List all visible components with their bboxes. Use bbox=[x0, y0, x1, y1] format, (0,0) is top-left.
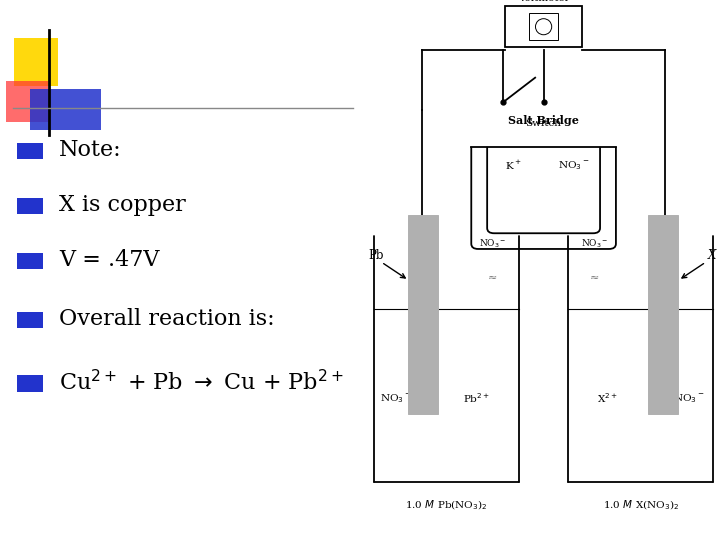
Text: Pb$^{2+}$: Pb$^{2+}$ bbox=[463, 392, 490, 405]
Bar bbox=[6, 81, 48, 122]
Bar bbox=[408, 215, 438, 414]
Text: Switch: Switch bbox=[526, 119, 562, 128]
Text: NO$_3$$^-$: NO$_3$$^-$ bbox=[581, 238, 608, 250]
Bar bbox=[505, 6, 582, 48]
Text: V = .47V: V = .47V bbox=[59, 249, 160, 271]
Text: Cu$^{2+}$ + Pb $\rightarrow$ Cu + Pb$^{2+}$: Cu$^{2+}$ + Pb $\rightarrow$ Cu + Pb$^{2… bbox=[59, 370, 343, 395]
Bar bbox=[17, 312, 43, 328]
Bar bbox=[17, 198, 43, 214]
Text: X: X bbox=[708, 249, 716, 262]
Bar bbox=[17, 375, 43, 391]
Text: Note:: Note: bbox=[59, 139, 122, 161]
Text: Overall reaction is:: Overall reaction is: bbox=[59, 308, 274, 329]
Text: Pb: Pb bbox=[368, 249, 384, 262]
Text: ≈: ≈ bbox=[487, 273, 497, 283]
Text: 1.0 $M$ Pb(NO$_3$)$_2$: 1.0 $M$ Pb(NO$_3$)$_2$ bbox=[405, 499, 487, 512]
Text: NO$_3$$^-$: NO$_3$$^-$ bbox=[380, 392, 412, 404]
Bar bbox=[30, 89, 101, 130]
Text: NO$_3$$^-$: NO$_3$$^-$ bbox=[672, 392, 704, 404]
Bar bbox=[529, 14, 558, 40]
Text: 1.0 $M$ X(NO$_3$)$_2$: 1.0 $M$ X(NO$_3$)$_2$ bbox=[603, 499, 679, 512]
Ellipse shape bbox=[536, 19, 552, 35]
Bar bbox=[17, 143, 43, 159]
Text: X is copper: X is copper bbox=[59, 194, 186, 216]
Text: Salt Bridge: Salt Bridge bbox=[508, 115, 579, 126]
Text: NO$_3$$^-$: NO$_3$$^-$ bbox=[479, 238, 506, 250]
Bar bbox=[648, 215, 678, 414]
Text: Voltmeter: Voltmeter bbox=[518, 0, 570, 3]
Text: K$^+$: K$^+$ bbox=[505, 159, 522, 172]
Text: NO$_3$$^-$: NO$_3$$^-$ bbox=[558, 159, 589, 172]
Text: X$^{2+}$: X$^{2+}$ bbox=[597, 392, 618, 405]
Bar bbox=[17, 253, 43, 269]
Bar bbox=[14, 38, 58, 86]
Text: ≈: ≈ bbox=[590, 273, 600, 283]
